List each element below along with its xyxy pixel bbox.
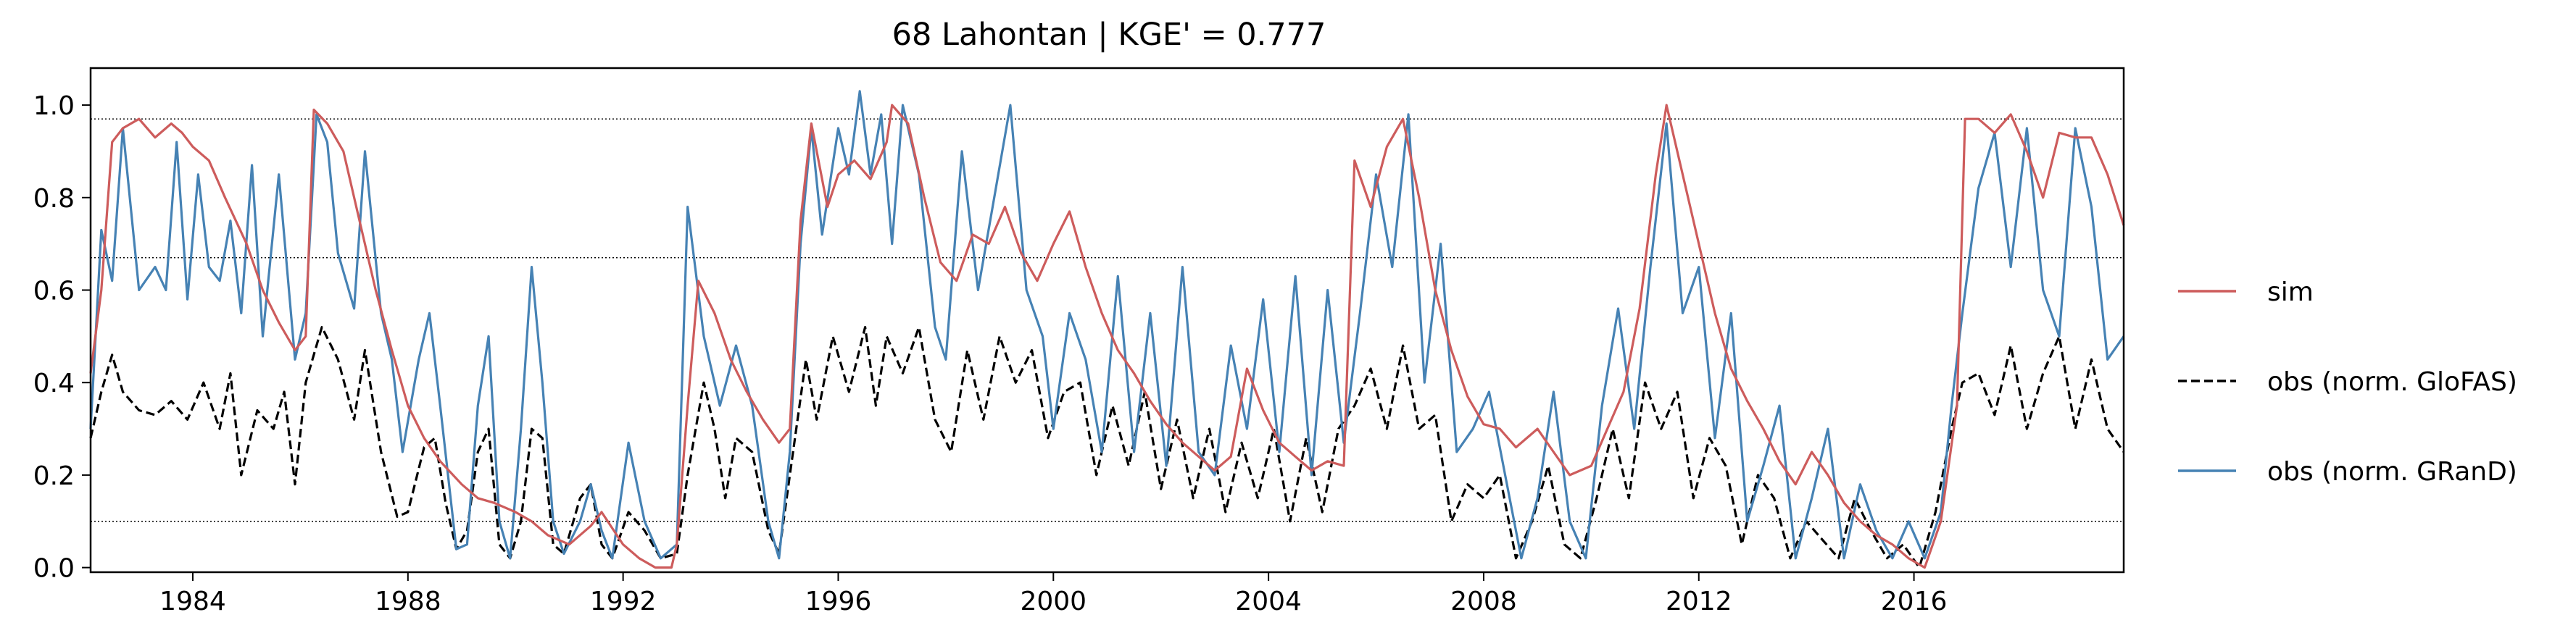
plot-area — [89, 67, 2125, 574]
x-tick-label: 2000 — [1020, 587, 1087, 616]
y-tick-label: 0.6 — [33, 276, 75, 306]
x-axis: 1984 1988 1992 1996 2000 2004 2008 2012 2016 — [159, 572, 1947, 616]
legend-label-0: sim — [2267, 277, 2314, 307]
x-tick-label: 2008 — [1450, 587, 1517, 616]
x-tick-label: 1984 — [159, 587, 226, 616]
series-line-0 — [89, 104, 2125, 569]
x-tick-label: 1988 — [375, 587, 441, 616]
series-layer — [89, 90, 2125, 569]
x-tick-label: 1996 — [805, 587, 872, 616]
y-axis: 0.0 0.2 0.4 0.6 0.8 1.0 — [33, 91, 91, 584]
series-line-1 — [89, 326, 2125, 569]
legend-label-2: obs (norm. GRanD) — [2267, 457, 2517, 487]
chart-title: 68 Lahontan | KGE' = 0.777 — [892, 17, 1326, 53]
y-tick-label: 0.2 — [33, 461, 75, 491]
series-line-2 — [89, 90, 2125, 560]
x-tick-label: 2016 — [1881, 587, 1948, 616]
x-tick-label: 1992 — [590, 587, 657, 616]
x-tick-label: 2012 — [1666, 587, 1732, 616]
legend-label-1: obs (norm. GloFAS) — [2267, 367, 2517, 397]
x-tick-label: 2004 — [1235, 587, 1302, 616]
y-tick-label: 0.0 — [33, 554, 75, 584]
y-tick-label: 0.4 — [33, 369, 75, 398]
legend: sim obs (norm. GloFAS) obs (norm. GRanD) — [2178, 277, 2517, 487]
y-tick-label: 0.8 — [33, 184, 75, 214]
y-tick-label: 1.0 — [33, 91, 75, 121]
